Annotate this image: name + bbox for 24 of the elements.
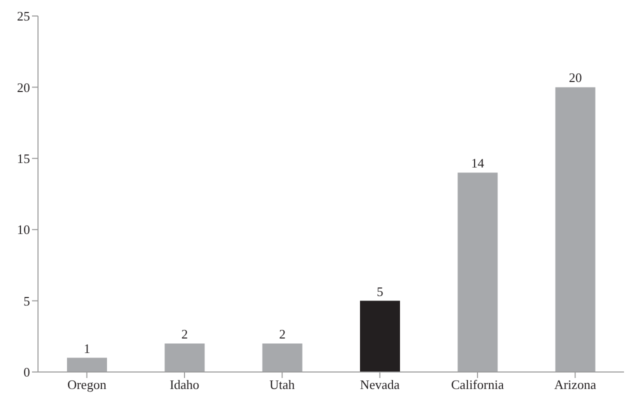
y-tick-label: 15 [17,151,30,166]
x-tick-label: Idaho [170,377,200,392]
x-tick-label: Oregon [67,377,107,392]
x-tick-label: Nevada [360,377,400,392]
data-label: 20 [568,70,582,86]
bar [555,87,596,372]
y-tick-label: 20 [17,80,30,95]
x-tick-label: Utah [270,377,296,392]
bar [262,344,302,372]
bar [360,300,400,372]
data-label: 14 [471,156,485,171]
data-label: 5 [376,284,384,299]
data-label: 2 [181,326,188,342]
y-tick-label: 5 [24,293,30,308]
data-label: 1 [84,340,90,356]
bar [164,344,205,372]
data-label: 2 [279,326,286,342]
x-tick-label: Arizona [554,377,596,392]
x-tick-label: California [451,377,504,392]
bar [458,172,498,372]
y-tick-label: 10 [17,222,30,238]
bar [67,358,107,372]
y-tick-label: 0 [24,364,30,380]
y-tick-label: 25 [17,8,30,24]
